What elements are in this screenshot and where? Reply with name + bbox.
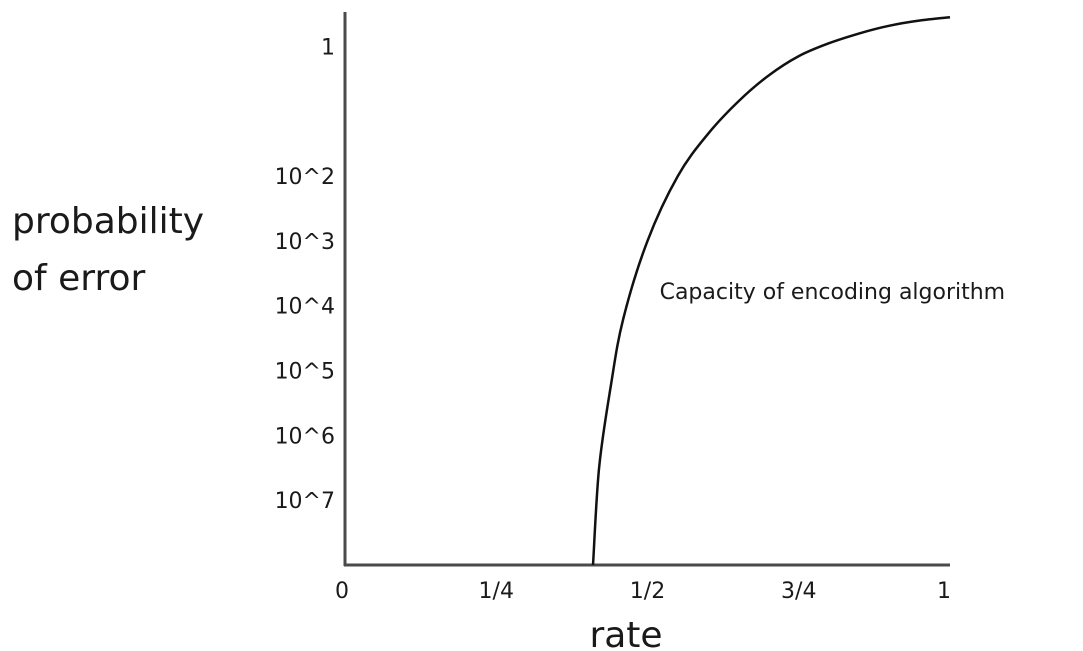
x-tick-label: 1 xyxy=(937,579,951,604)
x-tick-label: 0 xyxy=(335,579,349,604)
y-tick-label: 10^6 xyxy=(275,424,335,449)
x-tick-label: 3/4 xyxy=(781,579,816,604)
x-tick-labels: 0 1/4 1/2 3/4 1 xyxy=(335,579,951,604)
axes xyxy=(343,12,950,567)
y-tick-label: 10^2 xyxy=(275,165,335,190)
x-tick-label: 1/2 xyxy=(630,579,665,604)
y-axis-label-line-1: probability xyxy=(12,201,204,242)
series-line xyxy=(591,15,951,566)
y-tick-labels: 1 10^2 10^3 10^4 10^5 10^6 10^7 xyxy=(275,35,335,514)
y-tick-label: 10^4 xyxy=(275,295,335,320)
x-axis-label: rate xyxy=(589,615,662,651)
y-tick-label: 10^7 xyxy=(275,489,335,514)
x-tick-label: 1/4 xyxy=(479,579,514,604)
y-axis-label-line-2: of error xyxy=(12,258,145,299)
curve-annotation: Capacity of encoding algorithm xyxy=(660,280,1006,305)
y-tick-label: 10^3 xyxy=(275,230,335,255)
y-tick-label: 10^5 xyxy=(275,360,335,385)
y-tick-label: 1 xyxy=(321,35,335,60)
